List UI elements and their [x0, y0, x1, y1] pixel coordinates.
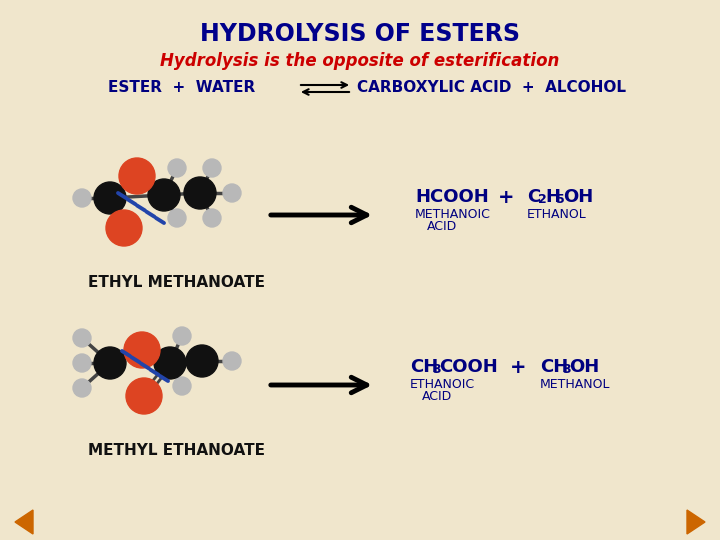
Text: METHANOL: METHANOL — [540, 378, 611, 391]
Circle shape — [73, 379, 91, 397]
Text: HCOOH: HCOOH — [415, 188, 489, 206]
Circle shape — [154, 347, 186, 379]
Text: OH: OH — [563, 188, 593, 206]
Text: ACID: ACID — [427, 220, 457, 233]
Circle shape — [73, 354, 91, 372]
Text: ETHYL METHANOATE: ETHYL METHANOATE — [88, 275, 265, 290]
Text: OH: OH — [569, 358, 599, 376]
Circle shape — [173, 377, 191, 395]
Circle shape — [203, 209, 221, 227]
Circle shape — [223, 352, 241, 370]
Text: ETHANOL: ETHANOL — [527, 208, 587, 221]
Text: ETHANOIC: ETHANOIC — [410, 378, 475, 391]
Text: ESTER  +  WATER: ESTER + WATER — [108, 80, 256, 95]
Circle shape — [186, 345, 218, 377]
Circle shape — [184, 177, 216, 209]
Text: 3: 3 — [562, 363, 571, 376]
Circle shape — [119, 158, 155, 194]
Circle shape — [168, 159, 186, 177]
Circle shape — [124, 332, 160, 368]
Polygon shape — [687, 510, 705, 534]
Text: CH: CH — [540, 358, 568, 376]
Text: 2: 2 — [538, 193, 546, 206]
Text: CH: CH — [410, 358, 438, 376]
Circle shape — [94, 182, 126, 214]
Text: +: + — [510, 358, 526, 377]
Text: COOH: COOH — [439, 358, 498, 376]
Circle shape — [173, 327, 191, 345]
Text: ACID: ACID — [422, 390, 452, 403]
Text: METHANOIC: METHANOIC — [415, 208, 491, 221]
Text: CARBOXYLIC ACID  +  ALCOHOL: CARBOXYLIC ACID + ALCOHOL — [357, 80, 626, 95]
Circle shape — [203, 159, 221, 177]
Text: Hydrolysis is the opposite of esterification: Hydrolysis is the opposite of esterifica… — [161, 52, 559, 70]
Circle shape — [168, 209, 186, 227]
Circle shape — [106, 210, 142, 246]
Circle shape — [126, 378, 162, 414]
Circle shape — [73, 189, 91, 207]
Text: METHYL ETHANOATE: METHYL ETHANOATE — [88, 443, 265, 458]
Text: C: C — [527, 188, 540, 206]
Text: +: + — [498, 188, 515, 207]
Text: HYDROLYSIS OF ESTERS: HYDROLYSIS OF ESTERS — [200, 22, 520, 46]
Polygon shape — [15, 510, 33, 534]
Text: H: H — [545, 188, 560, 206]
Circle shape — [148, 179, 180, 211]
Circle shape — [73, 329, 91, 347]
Text: 5: 5 — [556, 193, 564, 206]
Text: 3: 3 — [432, 363, 441, 376]
Circle shape — [94, 347, 126, 379]
Circle shape — [223, 184, 241, 202]
